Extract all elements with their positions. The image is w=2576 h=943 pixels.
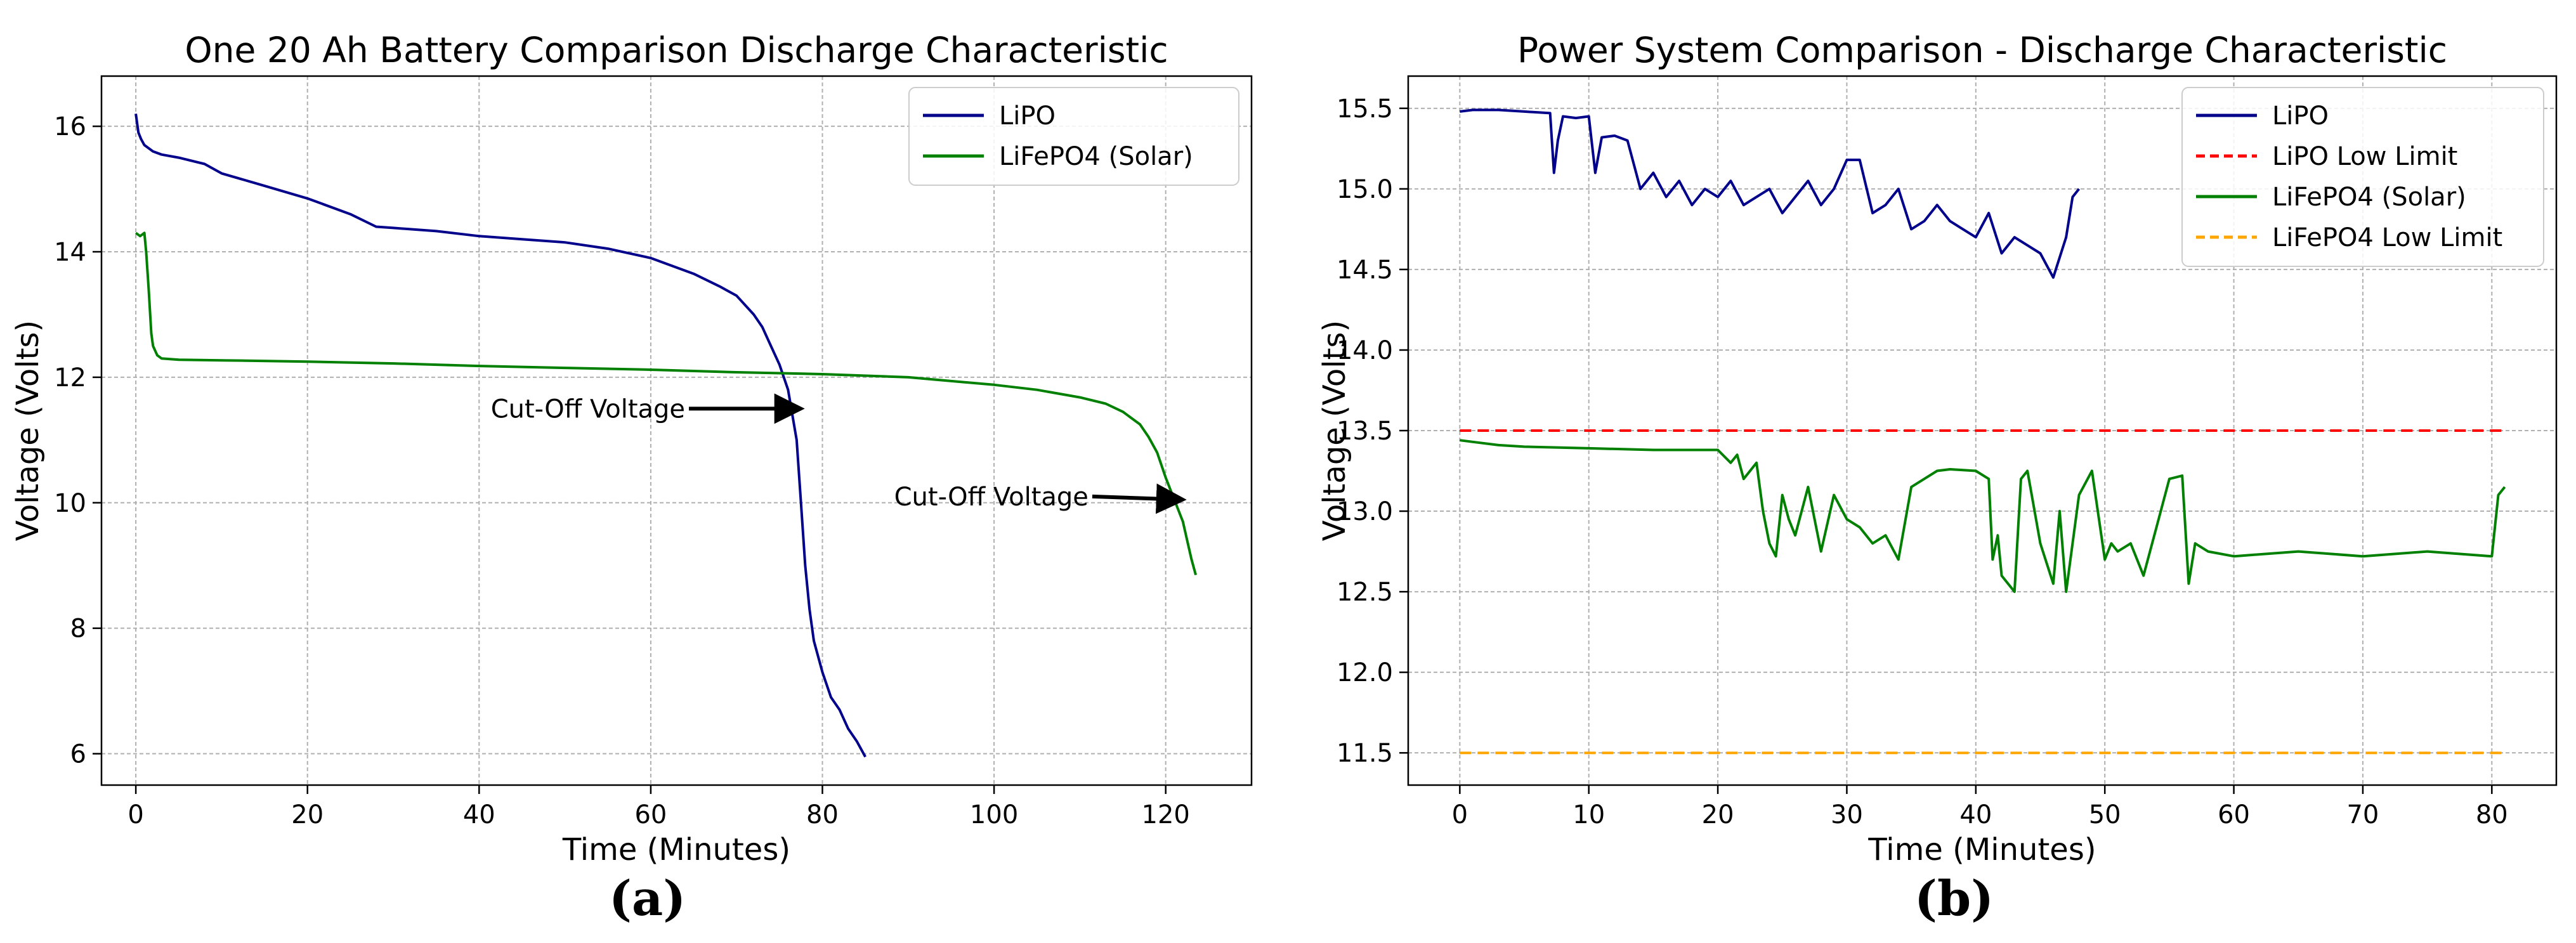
chart-title: One 20 Ah Battery Comparison Discharge C… [185,30,1168,70]
series-line [134,114,866,758]
legend: LiPO LiFePO4 (Solar) [908,87,1239,186]
annotation-label: Cut-Off Voltage [491,394,685,424]
x-tick-label: 0 [1452,800,1468,829]
chart-title: Power System Comparison - Discharge Char… [1517,30,2447,70]
y-tick-label: 16 [54,112,86,141]
chart-b: 0 10 20 30 40 50 60 70 80 11.5 12.0 12.5 13.0 13.5 14.… [1317,30,2558,868]
y-tick-label: 14.0 [1337,336,1393,365]
x-tick-label: 100 [970,800,1018,829]
legend-entry: LiFePO4 Low Limit [2272,223,2502,252]
x-tick-label: 60 [2218,800,2250,829]
legend-box [908,87,1239,186]
chart-a: 0 20 40 60 80 100 120 6 8 10 12 14 16 One 20 Ah Batte… [10,30,1253,868]
x-tick-label: 40 [1959,800,1992,829]
legend: LiPO LiPO Low Limit LiFePO4 (Solar) LiFePO4… [2181,87,2544,267]
legend-entry: LiFePO4 (Solar) [999,142,1193,171]
x-tick-label: 70 [2346,800,2379,829]
panel-label-a: (a) [609,870,686,927]
y-tick-label: 14.5 [1337,256,1393,285]
y-tick-label: 12 [54,363,86,393]
series-line [1460,439,2506,594]
y-tick-label: 13.5 [1337,417,1393,446]
y-tick-label: 12.0 [1337,658,1393,687]
y-axis-label: Voltage (Volts) [1317,320,1352,541]
annotation-label: Cut-Off Voltage [894,483,1089,512]
x-tick-label: 20 [1702,800,1734,829]
legend-entry: LiPO [2272,101,2329,131]
x-axis-label: Time (Minutes) [562,832,790,868]
series-line [134,231,1198,576]
x-tick-label: 80 [2476,800,2508,829]
y-tick-label: 15.0 [1337,175,1393,204]
y-tick-label: 13.0 [1337,497,1393,526]
y-tick-label: 6 [70,740,86,769]
series-line [1460,108,2081,279]
y-tick-label: 12.5 [1337,578,1393,607]
y-tick-label: 11.5 [1337,739,1393,768]
x-tick-label: 60 [634,800,667,829]
y-tick-label: 14 [54,238,86,267]
x-tick-label: 20 [291,800,324,829]
y-axis-label: Voltage (Volts) [10,320,46,541]
x-tick-label: 120 [1142,800,1190,829]
legend-entry: LiPO Low Limit [2272,142,2457,171]
x-tick-label: 10 [1572,800,1605,829]
x-tick-label: 50 [2089,800,2121,829]
x-tick-label: 30 [1831,800,1863,829]
annotation-arrow [1092,483,1187,514]
y-tick-label: 10 [54,489,86,518]
y-tick-label: 8 [70,615,86,644]
plot-frame [100,75,1253,786]
legend-entry: LiPO [999,101,1056,131]
x-tick-label: 80 [806,800,839,829]
x-tick-label: 40 [463,800,495,829]
legend-box [2181,87,2544,267]
legend-entry: LiFePO4 (Solar) [2272,183,2466,212]
x-tick-label: 0 [127,800,143,829]
panel-label-b: (b) [1914,870,1994,927]
x-axis-label: Time (Minutes) [1867,832,2096,868]
y-tick-label: 15.5 [1337,94,1393,124]
